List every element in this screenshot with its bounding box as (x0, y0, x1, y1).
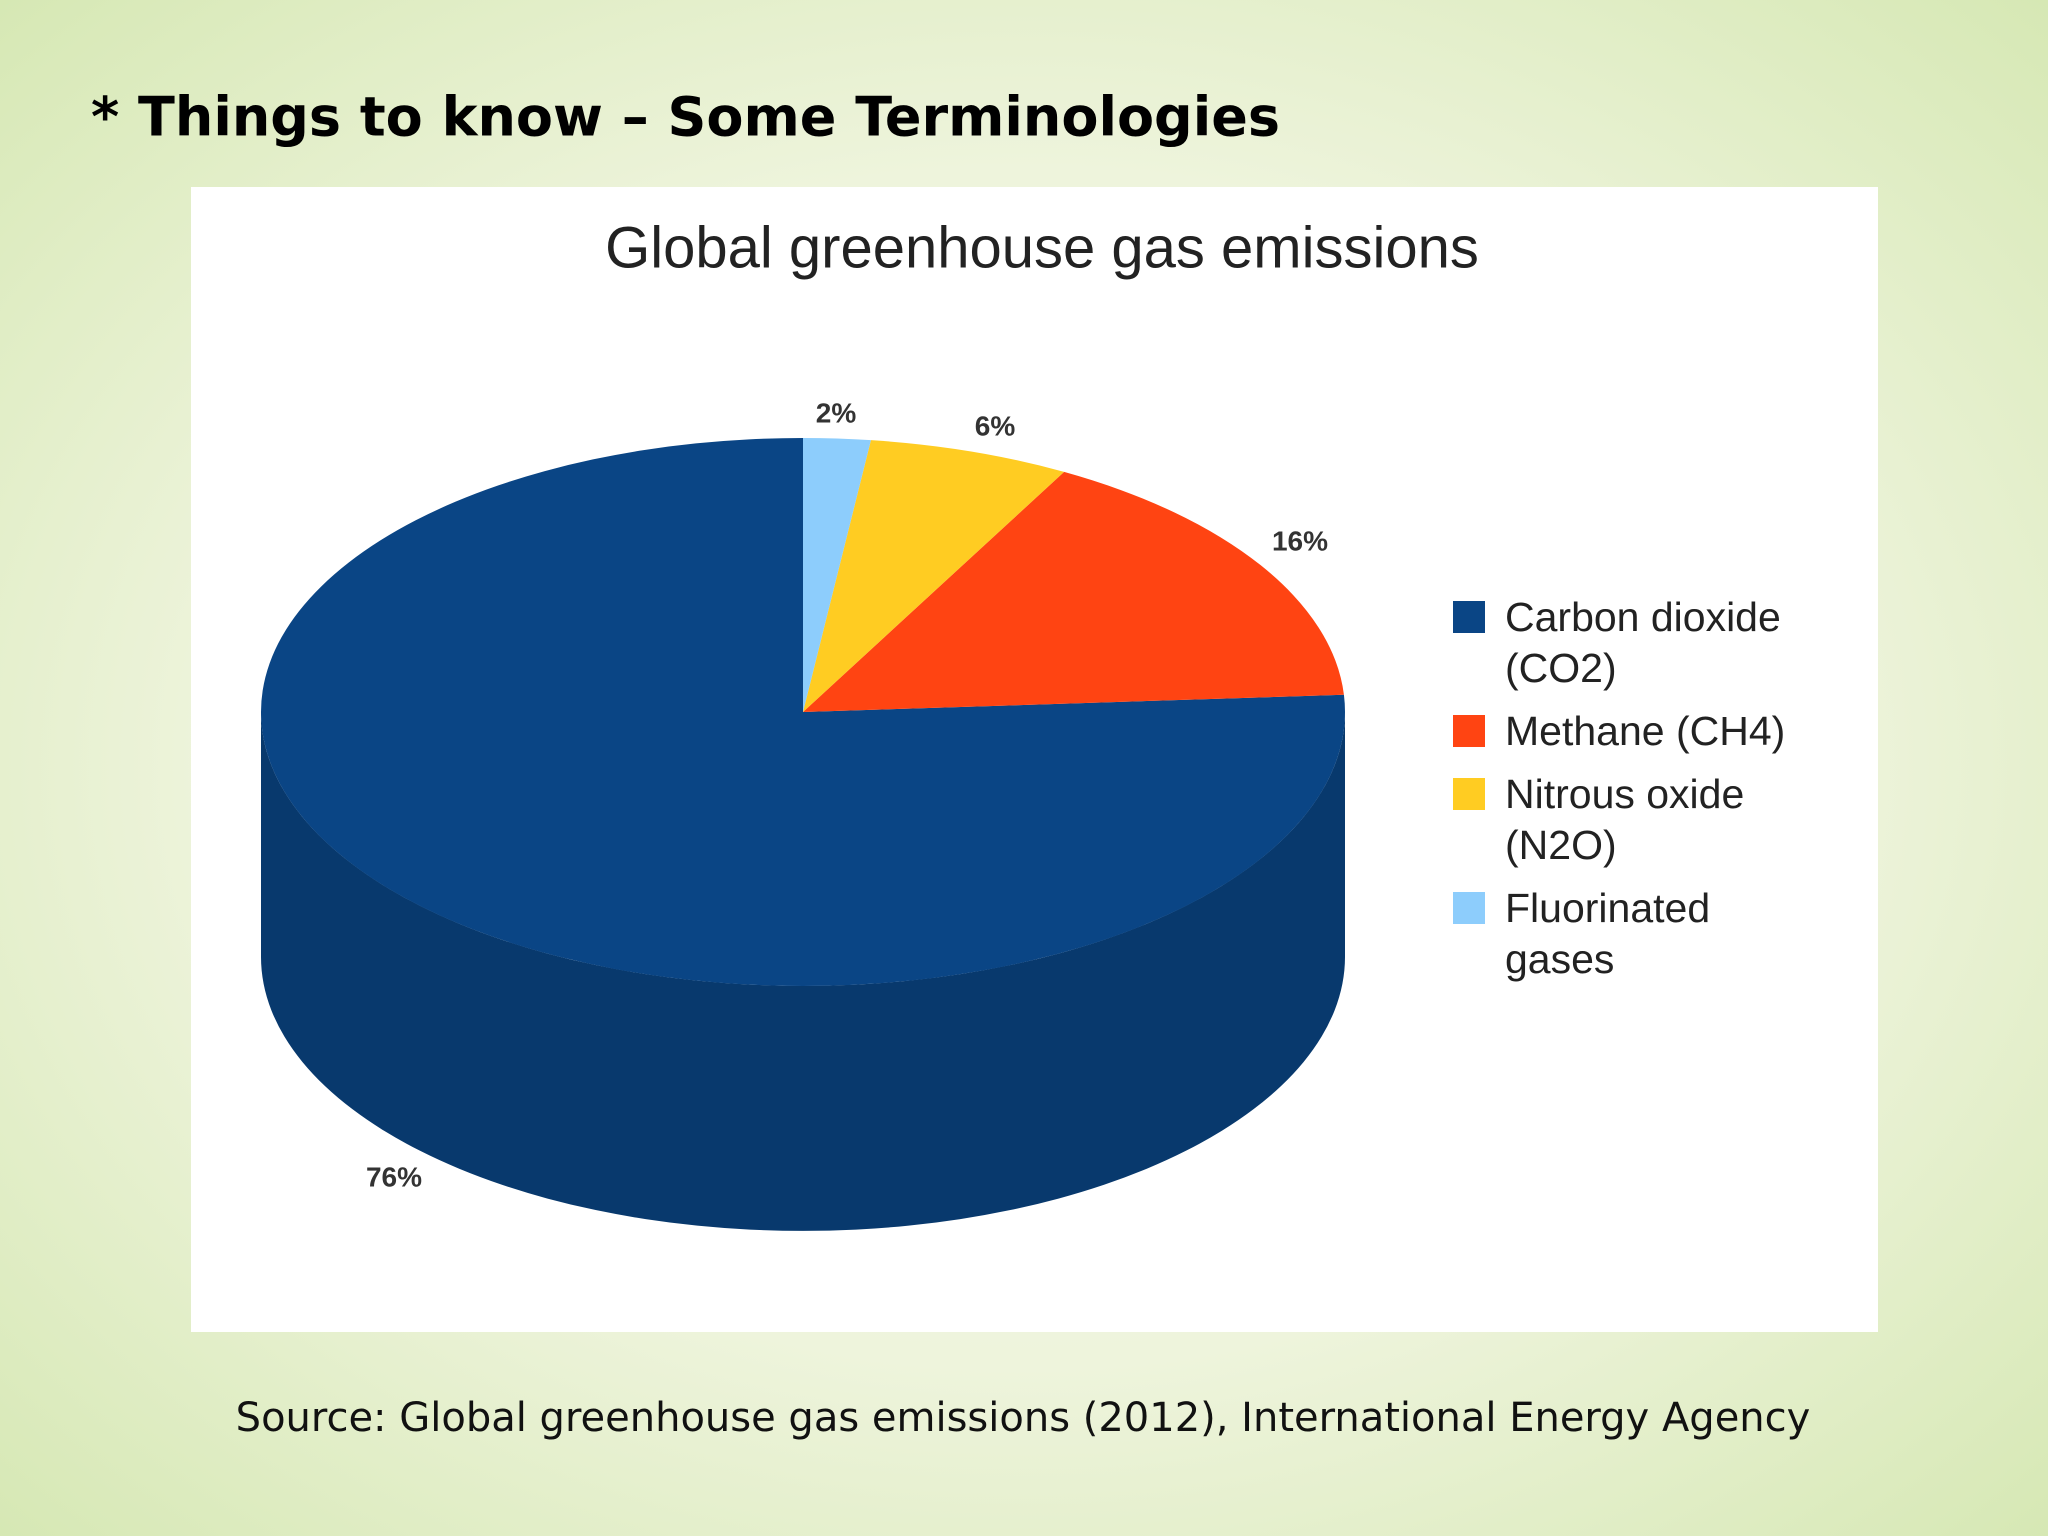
legend-entry: Nitrous oxide (N2O) (1453, 769, 1833, 871)
legend-swatch (1453, 778, 1485, 810)
slice (803, 471, 1344, 712)
legend-entry: Carbon dioxide (CO2) (1453, 592, 1833, 694)
source-note: Source: Global greenhouse gas emissions … (236, 1395, 1811, 1441)
legend-label: Methane (CH4) (1505, 708, 1786, 754)
legend: Carbon dioxide (CO2) Methane (CH4) Nitrous… (1453, 592, 1833, 985)
slice (803, 438, 871, 712)
data-label: 16% (1272, 525, 1328, 556)
legend-label: Fluorinated gases (1505, 885, 1711, 982)
legend-label: Carbon dioxide (CO2) (1505, 594, 1781, 691)
pie: 76% 16% 6% 2% (260, 397, 1346, 1231)
legend-swatch (1453, 601, 1485, 633)
legend-label: Nitrous oxide (N2O) (1505, 771, 1745, 868)
legend-entry: Fluorinated gases (1453, 883, 1833, 985)
legend-swatch (1453, 892, 1485, 924)
data-label: 2% (816, 397, 857, 428)
slice (260, 438, 1346, 986)
chart-title: Global greenhouse gas emissions (605, 215, 1479, 280)
slice-side (261, 712, 1345, 1231)
data-label: 6% (975, 410, 1016, 441)
legend-entry: Methane (CH4) (1453, 706, 1833, 757)
legend-swatch (1453, 715, 1485, 747)
slice (803, 440, 1065, 712)
slide-title: * Things to know – Some Terminologies (91, 86, 1280, 149)
data-label: 76% (366, 1161, 422, 1192)
